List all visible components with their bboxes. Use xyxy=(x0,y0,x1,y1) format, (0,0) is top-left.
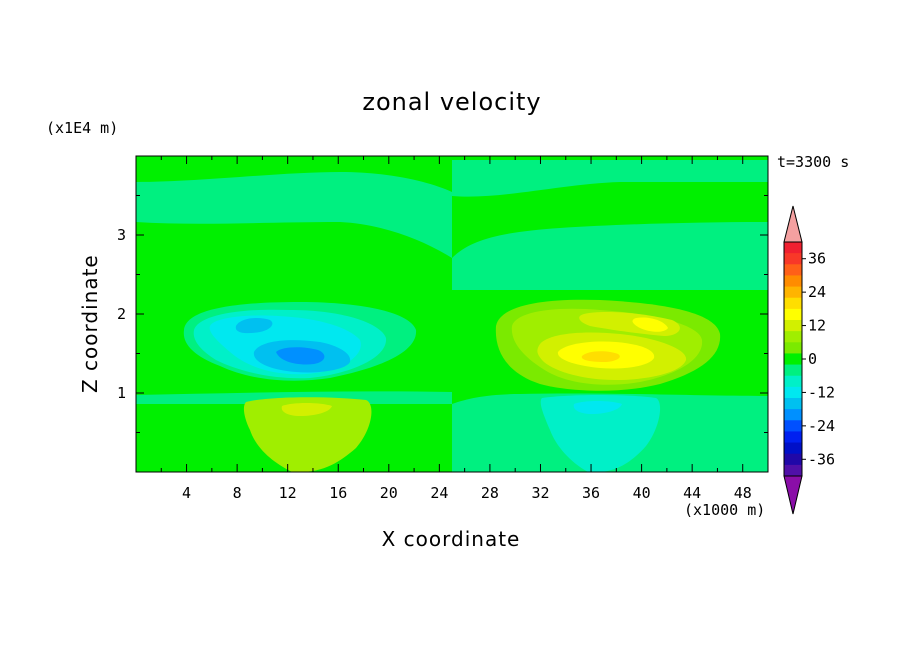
y-tick-label: 1 xyxy=(117,384,126,402)
contour-band xyxy=(581,351,620,362)
colorbar-level xyxy=(784,253,802,265)
colorbar-tick-label: 36 xyxy=(808,250,826,268)
x-tick-label: 8 xyxy=(233,484,242,502)
colorbar-level xyxy=(784,453,802,466)
colorbar-level xyxy=(784,364,802,377)
contour-band xyxy=(136,172,452,258)
colorbar-tick-label: -12 xyxy=(808,383,835,401)
colorbar-tick-label: 0 xyxy=(808,350,817,368)
contour-field xyxy=(136,156,768,472)
colorbar-level xyxy=(784,308,802,321)
colorbar-tick-label: -24 xyxy=(808,417,835,435)
colorbar-level xyxy=(784,320,802,332)
x-axis-label: X coordinate xyxy=(381,527,521,551)
colorbar-tick-label: 12 xyxy=(808,317,826,335)
x-axis-unit: (x1000 m) xyxy=(684,501,766,519)
y-tick-label: 3 xyxy=(117,226,126,244)
contour-band xyxy=(281,403,332,416)
colorbar-level xyxy=(784,331,802,343)
x-tick-label: 48 xyxy=(734,484,752,502)
colorbar: 36 24 12 0 -12 -24 -36 xyxy=(783,205,835,515)
x-tick-label: 4 xyxy=(182,484,191,502)
colorbar-level xyxy=(784,286,802,299)
contour-band xyxy=(235,318,273,334)
colorbar-level xyxy=(784,420,802,432)
x-tick-label: 28 xyxy=(481,484,499,502)
colorbar-level xyxy=(784,264,802,276)
chart-title: zonal velocity xyxy=(362,88,542,116)
x-tick-label: 20 xyxy=(380,484,398,502)
colorbar-level xyxy=(784,275,802,288)
colorbar-level xyxy=(784,297,802,310)
contour-band xyxy=(573,401,622,414)
y-tick-label: 2 xyxy=(117,305,126,323)
colorbar-level xyxy=(784,409,802,421)
colorbar-level xyxy=(784,442,802,455)
time-label: t=3300 s xyxy=(777,153,850,171)
x-tick-label: 36 xyxy=(582,484,600,502)
colorbar-over-triangle xyxy=(783,205,803,243)
colorbar-level xyxy=(784,398,802,410)
y-axis-label: Z coordinate xyxy=(78,254,102,393)
contour-band xyxy=(632,317,668,332)
x-tick-label: 16 xyxy=(329,484,347,502)
x-tick-label: 24 xyxy=(430,484,448,502)
contour-band xyxy=(452,182,768,258)
colorbar-level xyxy=(784,242,802,254)
colorbar-level xyxy=(784,386,802,399)
x-tick-label: 40 xyxy=(633,484,651,502)
contour-band xyxy=(540,395,661,472)
contour-band xyxy=(452,156,768,160)
colorbar-level xyxy=(784,431,802,444)
x-tick-label: 12 xyxy=(279,484,297,502)
contour-band xyxy=(276,347,325,365)
colorbar-level xyxy=(784,342,802,354)
x-tick-label: 32 xyxy=(531,484,549,502)
colorbar-under-triangle xyxy=(783,475,803,515)
y-axis-unit: (x1E4 m) xyxy=(46,119,119,137)
colorbar-level xyxy=(784,464,802,477)
contour-band xyxy=(243,397,372,472)
colorbar-tick-label: -36 xyxy=(808,450,835,468)
colorbar-level xyxy=(784,375,802,388)
colorbar-tick-label: 24 xyxy=(808,283,826,301)
x-tick-label: 44 xyxy=(683,484,701,502)
colorbar-level xyxy=(784,353,802,366)
